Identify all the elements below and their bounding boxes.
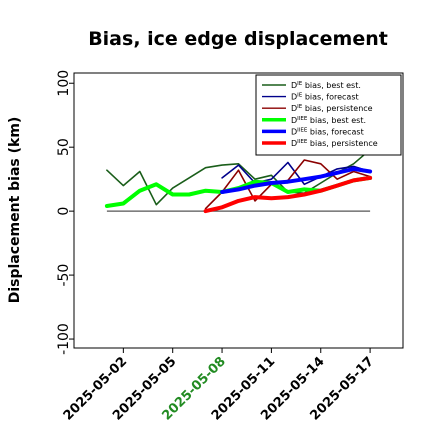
legend-label-3: DIE bias, persistence xyxy=(291,104,373,113)
legend-label-4: DIIEE bias, best est. xyxy=(291,116,366,125)
legend-label-1: DIE bias, best est. xyxy=(291,81,361,90)
series-line-5 xyxy=(220,166,373,194)
y-axis-label: Displacement bias (km) xyxy=(7,117,23,304)
series-line-2 xyxy=(221,161,371,186)
y-tick-label: -50 xyxy=(56,264,72,287)
y-tick-label: 50 xyxy=(56,138,72,156)
plot-frame xyxy=(73,72,404,349)
x-axis: 2025-05-022025-05-052025-05-082025-05-11… xyxy=(61,348,377,424)
y-tick-label: 0 xyxy=(56,207,72,216)
chart-title: Bias, ice edge displacement xyxy=(88,28,388,50)
y-tick-label: 100 xyxy=(56,70,72,97)
y-tick-label: -100 xyxy=(56,323,72,355)
plot-area xyxy=(73,72,404,349)
legend-label-5: DIIEE bias, forecast xyxy=(291,127,364,136)
legend-label-6: DIIEE bias, persistence xyxy=(291,139,378,148)
legend-label-2: DIE bias, forecast xyxy=(291,93,359,102)
y-axis: -100 -50 0 50 100 xyxy=(56,70,74,355)
legend: DIE bias, best est. DIE bias, forecast DIE… xyxy=(255,74,402,156)
series-line-6 xyxy=(203,175,373,214)
series-line-1 xyxy=(106,148,371,206)
